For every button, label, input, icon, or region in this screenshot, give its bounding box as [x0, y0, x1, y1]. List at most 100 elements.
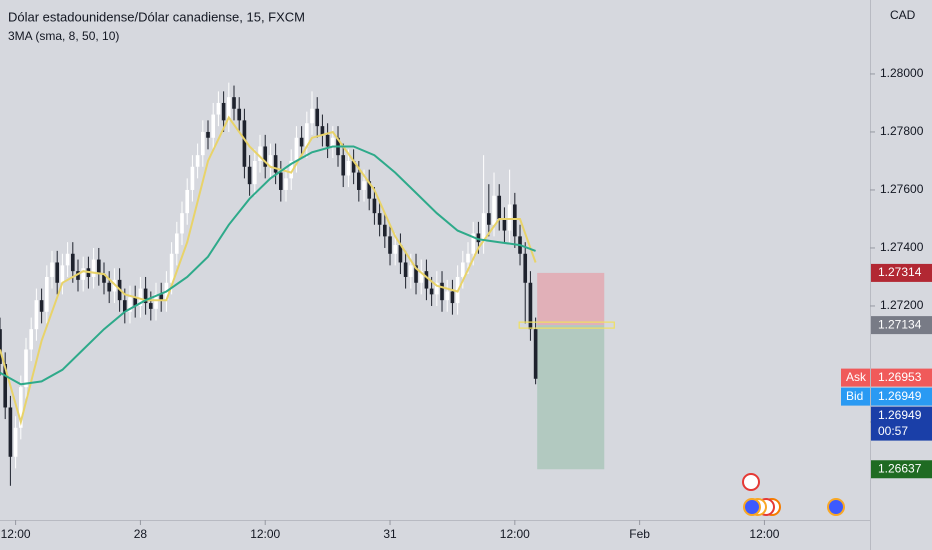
- candle-body: [513, 204, 517, 237]
- candle-body: [310, 108, 314, 124]
- candle-body: [523, 253, 528, 283]
- candle-body: [273, 155, 278, 173]
- candle-body: [403, 262, 408, 277]
- candle-body: [91, 259, 96, 277]
- candle-body: [388, 236, 392, 254]
- event-icon: [742, 473, 760, 491]
- candle-body: [195, 155, 200, 167]
- candle-body: [362, 181, 366, 190]
- candle-body: [356, 172, 361, 190]
- price-badge-label: 1.26953: [878, 370, 922, 384]
- price-badge-name: Ask: [846, 370, 867, 384]
- candle-body: [325, 134, 330, 147]
- candle-body: [81, 268, 86, 280]
- candle-body: [122, 300, 127, 312]
- candle-body: [44, 276, 49, 312]
- candle-body: [143, 288, 148, 304]
- candle-body: [70, 253, 75, 272]
- plot: [0, 82, 615, 486]
- candle-body: [237, 108, 242, 121]
- candle-body: [148, 303, 153, 309]
- candle-body: [528, 282, 533, 330]
- candle-body: [346, 160, 351, 176]
- candle-body: [247, 166, 252, 185]
- candle-body: [533, 329, 538, 379]
- candle-body: [481, 213, 486, 243]
- y-tick-label: 1.27400: [880, 240, 924, 254]
- candle-body: [289, 160, 294, 179]
- candle-body: [29, 329, 34, 350]
- candle-body: [315, 108, 320, 127]
- candle-body: [128, 297, 132, 312]
- candle-body: [18, 387, 23, 428]
- x-tick-label: 12:00: [1, 527, 31, 541]
- candle-body: [50, 262, 54, 277]
- candle-body: [367, 181, 372, 199]
- candle-body: [435, 282, 439, 295]
- price-badge-name-bg: [841, 368, 870, 387]
- candle-body: [284, 178, 288, 190]
- candle-body: [65, 253, 70, 266]
- candle-body: [393, 245, 398, 254]
- candle-body: [429, 288, 434, 295]
- candle-body: [252, 160, 257, 185]
- event-icon: [827, 498, 845, 516]
- candle-body: [299, 137, 304, 147]
- price-badge-label: 1.27134: [878, 317, 922, 331]
- candle-body: [216, 102, 221, 115]
- indicator-label: 3MA (sma, 8, 50, 10): [8, 29, 119, 43]
- candle-body: [174, 233, 179, 254]
- candle-body: [461, 262, 465, 277]
- candle-body: [408, 265, 413, 277]
- candle-body: [450, 291, 455, 304]
- x-tick-label: Feb: [629, 527, 650, 541]
- candle-body: [55, 262, 60, 283]
- candle-body: [102, 274, 106, 283]
- chart-title: Dólar estadounidense/Dólar canadiense, 1…: [8, 9, 305, 24]
- moving-average: [0, 115, 537, 426]
- candle-body: [133, 297, 138, 306]
- candle-body: [351, 160, 356, 173]
- candle-body: [138, 288, 143, 306]
- candle-body: [341, 155, 346, 176]
- candle-body: [13, 427, 18, 457]
- price-badge: [871, 316, 932, 335]
- price-badge: [871, 368, 932, 387]
- candle-body: [445, 291, 450, 301]
- candle-body: [180, 213, 184, 234]
- candle-body: [200, 131, 205, 156]
- candle-body: [398, 245, 403, 263]
- candle-body: [3, 363, 8, 408]
- x-tick-label: 31: [383, 527, 397, 541]
- x-tick-label: 12:00: [749, 527, 779, 541]
- candle-body: [107, 282, 112, 292]
- candle-body: [226, 97, 231, 121]
- stop-zone: [537, 272, 605, 326]
- price-badge: [871, 406, 932, 441]
- price-badge: [871, 263, 932, 282]
- candle-body: [76, 271, 80, 280]
- candle-body: [502, 218, 507, 231]
- price-badge-name-bg: [841, 387, 870, 406]
- price-badge: [871, 387, 932, 406]
- candle-body: [169, 253, 174, 283]
- price-badge-label: 1.27314: [878, 265, 922, 279]
- y-tick-label: 1.28000: [880, 66, 924, 80]
- candle-body: [263, 146, 268, 167]
- candle-body: [185, 189, 190, 214]
- candle-body: [471, 233, 476, 254]
- candle-body: [159, 294, 164, 301]
- candle-body: [60, 265, 65, 283]
- price-badge: [871, 460, 932, 479]
- candle-body: [492, 195, 496, 225]
- candle-body: [507, 204, 512, 231]
- target-zone: [537, 325, 605, 470]
- candle-body: [304, 123, 309, 147]
- candle-body: [258, 146, 262, 161]
- candle-body: [211, 114, 216, 138]
- candle-body: [278, 172, 283, 190]
- candle-body: [424, 271, 429, 289]
- candle-body: [487, 213, 491, 225]
